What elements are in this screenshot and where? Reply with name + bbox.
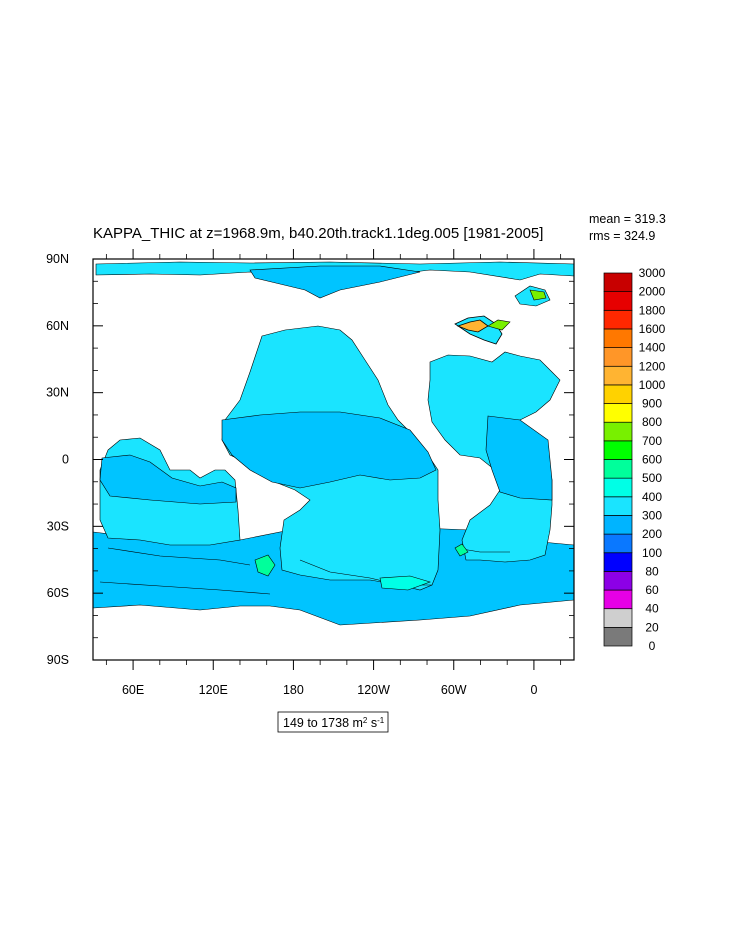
colorbar-swatch (603, 384, 633, 404)
colorbar-label: 40 (645, 602, 659, 616)
tasman-hotspot (254, 554, 276, 577)
colorbar-swatch (603, 459, 633, 479)
colorbar-swatch (603, 365, 633, 386)
lon-tick-label: 120W (357, 683, 390, 697)
colorbar-label: 900 (642, 397, 662, 411)
range-text: 149 to 1738 m (283, 716, 363, 730)
ocean-arctic-deep (249, 265, 421, 299)
lon-tick-label: 0 (530, 683, 537, 697)
colorbar-label: 500 (642, 471, 662, 485)
mean-stat: mean = 319.3 (589, 212, 666, 226)
lat-tick-label: 60S (47, 586, 69, 600)
colorbar-swatch (603, 533, 633, 554)
rms-stat: rms = 324.9 (589, 229, 655, 243)
colorbar-label: 700 (642, 434, 662, 448)
lat-tick-label: 90N (46, 252, 69, 266)
colorbar-label: 0 (649, 639, 656, 653)
lat-tick-label: 0 (62, 453, 69, 467)
colorbar-label: 1800 (639, 303, 666, 317)
lat-tick-label: 60N (46, 319, 69, 333)
colorbar-label: 600 (642, 453, 662, 467)
colorbar-label: 80 (645, 564, 659, 578)
colorbar-swatch (603, 440, 633, 460)
colorbar: 0 20 40 60 80 100 200 300 400 500 600 700 800 900 1000… (603, 266, 666, 653)
colorbar-swatch (603, 309, 633, 330)
colorbar-label: 60 (645, 583, 659, 597)
lon-tick-label: 60E (122, 683, 144, 697)
colorbar-swatch (603, 608, 633, 628)
colorbar-swatch (603, 515, 633, 535)
lon-tick-label: 60W (441, 683, 467, 697)
svg-text:149 to 1738 m2 s-1: 149 to 1738 m2 s-1 (283, 716, 385, 731)
colorbar-label: 1200 (639, 359, 666, 373)
colorbar-swatch (603, 421, 633, 442)
lon-tick-label: 180 (283, 683, 304, 697)
lat-tick-label: 30S (47, 519, 69, 533)
colorbar-label: 200 (642, 527, 662, 541)
colorbar-label: 1600 (639, 322, 666, 336)
lat-tick-label: 30N (46, 386, 69, 400)
colorbar-label: 20 (645, 620, 659, 634)
range-sup-2: -1 (377, 716, 385, 725)
nordic-hotspot-core (529, 289, 547, 301)
range-mid: s (367, 716, 377, 730)
colorbar-swatch (603, 403, 633, 423)
pacific-southern-patch (379, 575, 431, 591)
map-plot-area (93, 259, 574, 660)
colorbar-label: 1400 (639, 341, 666, 355)
ocean-indian-north (99, 454, 237, 505)
colorbar-label: 2000 (639, 285, 666, 299)
map-axes: 60E 120E 180 120W 60W 0 90N 60N 30N 0 30S 60S 90S (46, 249, 574, 697)
colorbar-swatch (603, 328, 633, 348)
ocean-pacific-equatorial (221, 411, 437, 489)
drake-hotspot (454, 543, 469, 557)
colorbar-swatch (603, 571, 633, 591)
colorbar-swatch (603, 552, 633, 572)
colorbar-swatch (603, 347, 633, 367)
colorbar-swatch (603, 496, 633, 516)
colorbar-swatch (603, 291, 633, 311)
colorbar-swatch (603, 589, 633, 610)
colorbar-label: 400 (642, 490, 662, 504)
colorbar-label: 1000 (639, 378, 666, 392)
colorbar-swatch (603, 626, 633, 647)
range-sup-1: 2 (363, 716, 368, 725)
colorbar-label: 300 (642, 508, 662, 522)
colorbar-swatch (603, 272, 633, 292)
colorbar-label: 100 (642, 546, 662, 560)
map-title: KAPPA_THIC at z=1968.9m, b40.20th.track1… (93, 225, 543, 242)
lon-tick-label: 120E (199, 683, 228, 697)
colorbar-label: 3000 (639, 266, 666, 280)
labrador-hotspot-edge (487, 319, 511, 331)
colorbar-swatch (603, 477, 633, 498)
range-box: 149 to 1738 m2 s-1 (277, 711, 389, 733)
ocean-atlantic-equatorial (485, 415, 553, 501)
colorbar-label: 800 (642, 415, 662, 429)
lat-tick-label: 90S (47, 653, 69, 667)
